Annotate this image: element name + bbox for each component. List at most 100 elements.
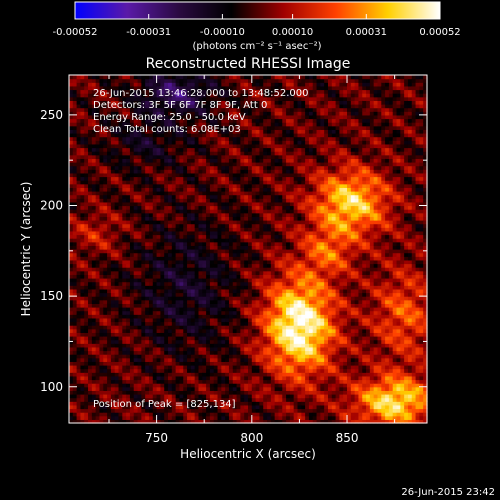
heatmap-cell	[255, 245, 261, 250]
heatmap-cell	[164, 383, 169, 388]
heatmap-cell	[236, 285, 241, 290]
heatmap-cell	[133, 397, 139, 402]
heatmap-cell	[259, 386, 264, 391]
heatmap-cell	[137, 372, 142, 377]
heatmap-cell	[259, 296, 264, 301]
heatmap-cell	[194, 412, 200, 417]
heatmap-cell	[251, 230, 257, 236]
heatmap-cell	[164, 187, 169, 192]
heatmap-cell	[225, 386, 230, 391]
heatmap-cell	[103, 223, 108, 228]
heatmap-cell	[221, 151, 226, 156]
heatmap-cell	[103, 281, 108, 286]
heatmap-cell	[248, 267, 253, 272]
heatmap-cell	[88, 151, 93, 156]
heatmap-cell	[84, 151, 89, 156]
heatmap-cell	[251, 96, 257, 101]
heatmap-cell	[190, 154, 196, 159]
heatmap-cell	[145, 125, 150, 130]
heatmap-cell	[244, 183, 249, 188]
heatmap-cell	[129, 307, 135, 312]
heatmap-cell	[202, 169, 207, 174]
heatmap-cell	[228, 346, 234, 352]
heatmap-cell	[84, 89, 89, 94]
heatmap-cell	[244, 299, 249, 304]
heatmap-cell	[213, 223, 219, 228]
heatmap-cell	[164, 267, 169, 272]
heatmap-cell	[122, 307, 127, 312]
heatmap-cell	[228, 75, 234, 80]
heatmap-cell	[91, 415, 97, 420]
heatmap-cell	[88, 303, 93, 308]
heatmap-cell	[129, 205, 135, 210]
heatmap-cell	[160, 82, 165, 87]
heatmap-cell	[175, 187, 181, 192]
heatmap-cell	[145, 111, 150, 116]
heatmap-cell	[194, 183, 200, 188]
heatmap-cell	[141, 383, 146, 388]
heatmap-cell	[259, 390, 264, 395]
heatmap-cell	[187, 357, 192, 362]
heatmap-cell	[251, 397, 257, 402]
heatmap-cell	[110, 332, 116, 337]
heatmap-cell	[122, 317, 127, 323]
heatmap-cell	[168, 230, 173, 236]
heatmap-cell	[99, 354, 104, 359]
heatmap-cell	[69, 162, 74, 167]
heatmap-cell	[76, 238, 82, 243]
heatmap-cell	[221, 299, 226, 304]
heatmap-cell	[213, 383, 219, 388]
heatmap-cell	[84, 412, 89, 417]
heatmap-cell	[171, 162, 177, 167]
heatmap-cell	[179, 314, 184, 319]
heatmap-cell	[171, 169, 177, 174]
heatmap-cell	[236, 383, 241, 388]
heatmap-cell	[91, 307, 97, 312]
heatmap-cell	[110, 241, 116, 246]
heatmap-cell	[122, 401, 127, 406]
heatmap-cell	[255, 180, 261, 185]
heatmap-cell	[236, 180, 241, 185]
heatmap-cell	[168, 114, 173, 120]
heatmap-cell	[198, 310, 203, 315]
heatmap-cell	[168, 96, 173, 101]
heatmap-cell	[175, 332, 181, 337]
heatmap-cell	[91, 151, 97, 156]
heatmap-cell	[225, 169, 230, 174]
heatmap-cell	[80, 133, 85, 138]
heatmap-cell	[95, 296, 101, 301]
heatmap-cell	[122, 361, 127, 366]
heatmap-cell	[240, 288, 245, 294]
heatmap-cell	[198, 172, 203, 178]
heatmap-cell	[198, 183, 203, 188]
heatmap-cell	[263, 216, 268, 221]
heatmap-cell	[179, 89, 184, 94]
heatmap-cell	[194, 209, 200, 214]
heatmap-cell	[259, 328, 264, 333]
heatmap-cell	[145, 212, 150, 217]
heatmap-cell	[91, 314, 97, 319]
heatmap-cell	[152, 187, 158, 192]
heatmap-cell	[137, 303, 142, 308]
heatmap-cell	[107, 281, 112, 286]
heatmap-cell	[228, 107, 234, 112]
heatmap-cell	[148, 78, 154, 83]
heatmap-cell	[72, 419, 78, 424]
heatmap-cell	[171, 187, 177, 192]
heatmap-cell	[217, 270, 222, 275]
heatmap-cell	[248, 368, 253, 373]
heatmap-cell	[202, 111, 207, 116]
heatmap-cell	[183, 176, 188, 181]
heatmap-cell	[202, 346, 207, 352]
heatmap-cell	[129, 339, 135, 344]
heatmap-cell	[88, 252, 93, 257]
heatmap-cell	[129, 274, 135, 279]
heatmap-cell	[72, 321, 78, 326]
heatmap-cell	[236, 365, 241, 370]
heatmap-cell	[209, 216, 215, 221]
heatmap-cell	[259, 238, 264, 243]
heatmap-cell	[91, 281, 97, 286]
heatmap-cell	[175, 245, 181, 250]
heatmap-cell	[84, 350, 89, 355]
heatmap-cell	[122, 241, 127, 246]
